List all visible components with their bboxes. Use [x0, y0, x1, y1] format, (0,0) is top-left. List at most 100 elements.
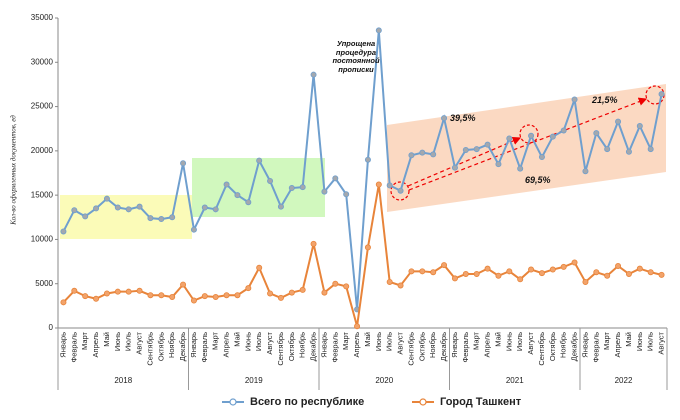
x-tick-label: Июль	[124, 332, 133, 351]
x-tick-label: Июнь	[504, 332, 513, 351]
x-tick-label: Июнь	[635, 332, 644, 351]
data-point	[582, 168, 589, 175]
data-point	[397, 187, 404, 194]
data-point	[604, 272, 611, 279]
x-tick-label: Июль	[385, 332, 394, 351]
highlight-circle	[390, 181, 410, 201]
year-label: 2020	[375, 376, 393, 385]
legend-label: Всего по республике	[250, 396, 364, 408]
data-point	[288, 289, 295, 296]
data-point	[321, 289, 328, 296]
data-point	[277, 203, 284, 210]
x-tick-label: Март	[80, 331, 89, 350]
data-point	[397, 282, 404, 289]
x-tick-label: Сентябрь	[145, 332, 154, 366]
x-tick-label: Апрель	[483, 332, 492, 358]
data-point	[528, 132, 535, 139]
data-point	[495, 272, 502, 279]
x-tick-label: Апрель	[613, 332, 622, 358]
data-point	[560, 127, 567, 134]
x-tick-label: Август	[265, 331, 274, 354]
x-tick-label: Октябрь	[287, 332, 296, 361]
x-tick-label: Ноябрь	[428, 332, 437, 358]
x-tick-label: Май	[363, 332, 372, 347]
x-tick-label: Декабрь	[439, 332, 448, 361]
annotation: 21,5%	[592, 95, 618, 105]
x-tick-label: Декабрь	[570, 332, 579, 361]
x-tick-label: Июль	[515, 332, 524, 351]
trend-arrow	[407, 136, 522, 187]
data-point	[169, 214, 176, 221]
x-tick-label: Октябрь	[156, 332, 165, 361]
data-point	[517, 165, 524, 172]
data-point	[332, 280, 339, 287]
data-point	[375, 27, 382, 34]
x-tick-label: Август	[526, 331, 535, 354]
data-point	[419, 268, 426, 275]
x-tick-label: Декабрь	[178, 332, 187, 361]
x-tick-label: Январь	[58, 332, 67, 358]
data-point	[647, 269, 654, 276]
y-tick-label: 15000	[31, 190, 54, 199]
data-point	[615, 262, 622, 269]
data-point	[473, 146, 480, 153]
data-point	[549, 133, 556, 140]
data-point	[212, 293, 219, 300]
x-tick-label: Октябрь	[417, 332, 426, 361]
data-point	[310, 240, 317, 247]
data-point	[71, 207, 78, 214]
data-point	[582, 278, 589, 285]
data-point	[234, 192, 241, 199]
data-point	[60, 228, 67, 235]
data-point	[245, 199, 252, 206]
x-tick-label: Март	[602, 331, 611, 350]
y-tick-label: 25000	[31, 102, 54, 111]
x-tick-label: Ноябрь	[559, 332, 568, 358]
data-point	[125, 288, 132, 295]
data-point	[103, 195, 110, 202]
data-point	[451, 275, 458, 282]
data-point	[158, 216, 165, 223]
data-point	[549, 266, 556, 273]
data-point	[364, 244, 371, 251]
data-point	[223, 181, 230, 188]
data-point	[147, 215, 154, 222]
data-point	[201, 293, 208, 300]
x-tick-label: Апрель	[352, 332, 361, 358]
data-point	[495, 161, 502, 168]
data-point	[430, 269, 437, 276]
data-point	[256, 264, 263, 271]
data-point	[538, 154, 545, 161]
y-tick-label: 10000	[31, 235, 54, 244]
x-tick-label: Февраль	[69, 332, 78, 363]
data-point	[267, 177, 274, 184]
data-point	[267, 290, 274, 297]
data-point	[354, 323, 361, 330]
annotation: 39,5%	[450, 113, 476, 123]
year-label: 2018	[114, 376, 132, 385]
data-point	[408, 268, 415, 275]
data-point	[71, 287, 78, 294]
data-point	[593, 130, 600, 137]
data-point	[234, 292, 241, 299]
data-point	[169, 293, 176, 300]
data-point	[288, 185, 295, 192]
data-point	[190, 226, 197, 233]
x-tick-label: Февраль	[461, 332, 470, 363]
data-point	[658, 271, 665, 278]
data-point	[615, 118, 622, 125]
x-tick-label: Февраль	[330, 332, 339, 363]
x-tick-label: Июнь	[374, 332, 383, 351]
y-axis-label: Кол-во оформленных документов, ед	[10, 115, 18, 226]
data-point	[245, 285, 252, 292]
year-label: 2019	[245, 376, 263, 385]
data-point	[636, 123, 643, 130]
y-tick-label: 30000	[31, 57, 54, 66]
x-tick-label: Декабрь	[309, 332, 318, 361]
data-point	[180, 160, 187, 167]
y-tick-label: 0	[49, 323, 54, 332]
data-point	[125, 206, 132, 213]
x-tick-label: Февраль	[200, 332, 209, 363]
data-point	[386, 182, 393, 189]
